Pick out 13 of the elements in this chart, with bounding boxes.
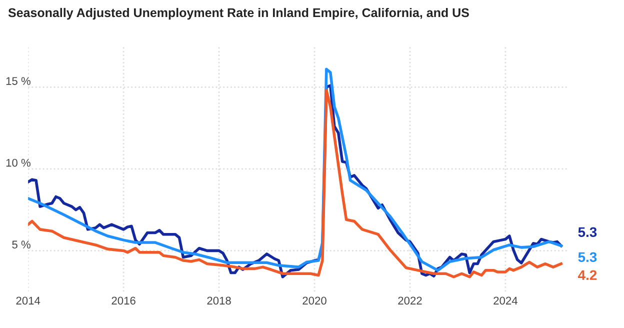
y-tick-label: 10 % bbox=[6, 158, 30, 167]
y-tick-label: 5 % bbox=[12, 240, 30, 249]
annotation: 5.3 bbox=[578, 227, 597, 238]
x-tick-label: 2014 bbox=[16, 296, 40, 305]
x-tick-label: 2018 bbox=[207, 296, 231, 305]
y-tick-label: 15 % bbox=[6, 77, 30, 85]
x-tick-label: 2022 bbox=[398, 296, 422, 305]
annotation: 4.2 bbox=[578, 270, 597, 280]
x-tick-label: 2016 bbox=[112, 296, 136, 305]
annotation: 5.3 bbox=[578, 252, 597, 262]
x-tick-label: 2024 bbox=[494, 296, 518, 305]
chart-title: Seasonally Adjusted Unemployment Rate in Inland Empire, California, and US bbox=[8, 8, 469, 20]
x-tick-label: 2020 bbox=[302, 296, 326, 305]
